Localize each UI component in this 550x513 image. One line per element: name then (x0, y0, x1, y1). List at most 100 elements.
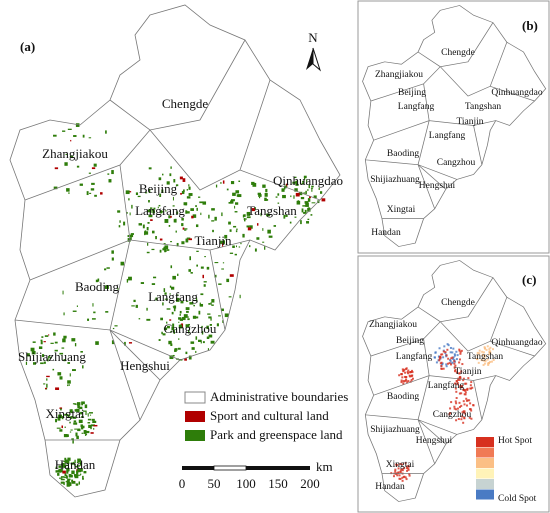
hotspot-patch (404, 462, 407, 465)
hotspot-patch (452, 356, 455, 359)
hotspot-swatch (476, 447, 494, 458)
land-patch (61, 416, 64, 420)
region-label: Xingtai (46, 406, 85, 421)
hotspot-label: Cold Spot (498, 494, 537, 504)
land-patch (76, 165, 80, 168)
hotspot-patch (468, 399, 471, 402)
land-patch (79, 461, 83, 466)
land-patch (172, 196, 174, 201)
land-patch (85, 430, 90, 434)
land-patch (114, 325, 118, 327)
land-patch (173, 219, 175, 223)
land-patch (179, 318, 183, 321)
hotspot-patch (401, 469, 404, 472)
region-label: Hengshui (419, 181, 456, 191)
hotspot-patch (410, 375, 413, 378)
land-patch (181, 241, 185, 245)
region-label: Chengde (441, 298, 475, 308)
hotspot-patch (401, 479, 404, 482)
hotspot-patch (459, 352, 462, 355)
land-patch (112, 327, 115, 330)
hotspot-patch (456, 381, 459, 384)
land-patch (198, 310, 201, 315)
land-patch (173, 305, 177, 309)
hotspot-patch (470, 417, 473, 420)
hotspot-patch (455, 371, 458, 374)
land-patch (185, 324, 190, 328)
land-patch (267, 229, 271, 234)
land-patch (199, 303, 204, 307)
land-patch (76, 402, 81, 406)
hotspot-patch (435, 361, 438, 364)
hotspot-patch (407, 468, 410, 471)
land-patch (275, 196, 278, 198)
land-patch (74, 343, 77, 347)
land-patch (192, 214, 197, 218)
land-patch (33, 362, 36, 365)
hotspot-patch (399, 462, 402, 465)
land-patch (174, 349, 177, 352)
land-patch (151, 230, 155, 234)
hotspot-patch (442, 367, 445, 370)
land-patch (71, 479, 74, 483)
hotspot-patch (401, 368, 404, 371)
hotspot-patch (462, 377, 465, 380)
hotspot-patch (402, 380, 405, 383)
hotspot-patch (445, 363, 448, 366)
land-patch (81, 425, 85, 429)
hotspot-patch (460, 349, 463, 352)
land-patch (40, 341, 43, 345)
land-patch (191, 215, 194, 219)
hotspot-patch (472, 404, 475, 407)
hotspot-patch (446, 348, 449, 351)
land-patch (172, 323, 175, 327)
hotspot-patch (464, 391, 467, 394)
hotspot-patch (408, 473, 411, 476)
land-patch (131, 204, 133, 209)
land-patch (71, 438, 74, 440)
land-patch (158, 339, 161, 341)
land-patch (46, 375, 50, 378)
land-patch (74, 474, 79, 479)
hotspot-patch (461, 363, 464, 366)
hotspot-patch (469, 387, 472, 390)
land-patch (163, 243, 166, 245)
hotspot-patch (492, 358, 495, 361)
land-patch (72, 310, 77, 312)
land-patch (70, 139, 72, 142)
land-patch (147, 222, 150, 224)
land-patch (87, 422, 91, 424)
land-patch (171, 326, 175, 331)
hotspot-patch (450, 357, 453, 360)
land-patch (182, 316, 186, 321)
land-patch (95, 279, 99, 283)
hotspot-patch (451, 357, 454, 360)
hotspot-patch (394, 468, 397, 471)
land-patch (117, 287, 119, 290)
land-patch (185, 238, 189, 243)
land-patch (67, 362, 71, 364)
hotspot-patch (466, 388, 469, 391)
land-patch (56, 427, 61, 429)
hotspot-patch (407, 465, 410, 468)
land-patch (53, 134, 57, 137)
land-patch (123, 221, 126, 226)
hotspot-patch (405, 467, 408, 470)
land-patch (54, 349, 58, 352)
land-patch (170, 166, 172, 169)
land-patch (79, 473, 82, 475)
land-patch (41, 354, 45, 358)
land-patch (82, 134, 85, 138)
land-patch (80, 411, 83, 415)
land-patch (304, 201, 309, 204)
hotspot-patch (456, 383, 459, 386)
land-patch (295, 180, 298, 185)
hotspot-patch (434, 351, 437, 354)
land-patch (210, 340, 215, 344)
hotspot-patch (454, 368, 457, 371)
land-patch (80, 351, 83, 353)
land-patch (303, 212, 306, 214)
land-patch (129, 212, 131, 216)
land-patch (94, 194, 97, 197)
land-patch (297, 200, 300, 204)
